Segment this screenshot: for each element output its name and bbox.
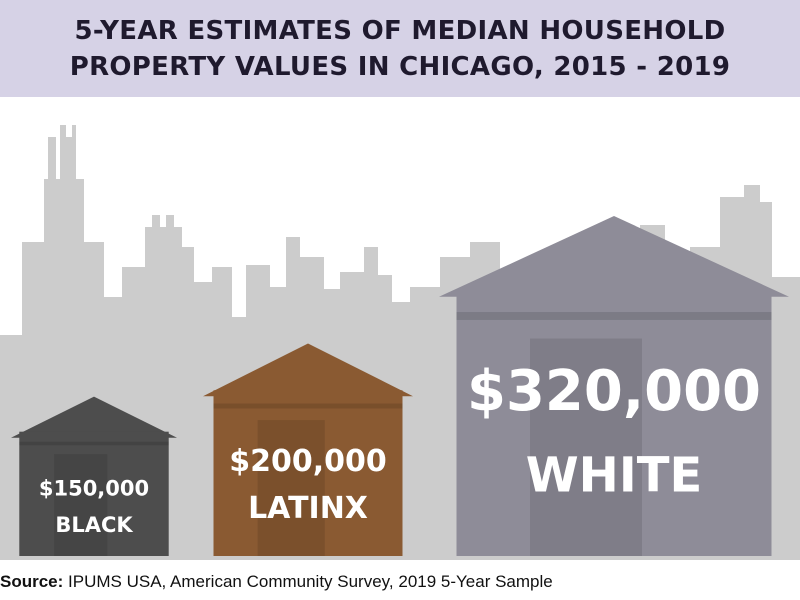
house-roof [439,216,789,297]
chart-title-line-1: 5-YEAR ESTIMATES OF MEDIAN HOUSEHOLD [74,16,726,46]
house-bar-white: $320,000 WHITE [439,216,789,556]
category-label: BLACK [55,513,133,537]
house-trim [19,441,169,446]
source-prefix: Source: [0,572,64,591]
source-note: Source: IPUMS USA, American Community Su… [0,572,800,592]
chart-area: $150,000 BLACK $200,000 LATINX $320,000 WHITE [0,125,800,560]
house-bar-black: $150,000 BLACK [11,396,177,556]
house-trim [456,312,772,320]
house-porch [54,454,108,556]
chart-title-line-2: PROPERTY VALUES IN CHICAGO, 2015 - 2019 [69,52,731,82]
house-porch [257,420,325,556]
house-roof [203,343,413,397]
house-bars: $150,000 BLACK $200,000 LATINX $320,000 WHITE [11,216,789,556]
house-body [213,390,403,556]
value-label: $320,000 [467,359,761,424]
category-label: LATINX [248,491,368,526]
house-trim [213,403,403,409]
title-banner: 5-YEAR ESTIMATES OF MEDIAN HOUSEHOLD PRO… [0,0,800,97]
house-bar-latinx: $200,000 LATINX [203,343,413,556]
value-label: $150,000 [39,476,149,500]
house-body [19,431,169,556]
house-body [456,290,772,556]
source-text: IPUMS USA, American Community Survey, 20… [68,572,553,591]
house-porch [530,338,642,556]
category-label: WHITE [526,447,703,503]
value-label: $200,000 [229,444,387,479]
house-roof [11,396,177,438]
